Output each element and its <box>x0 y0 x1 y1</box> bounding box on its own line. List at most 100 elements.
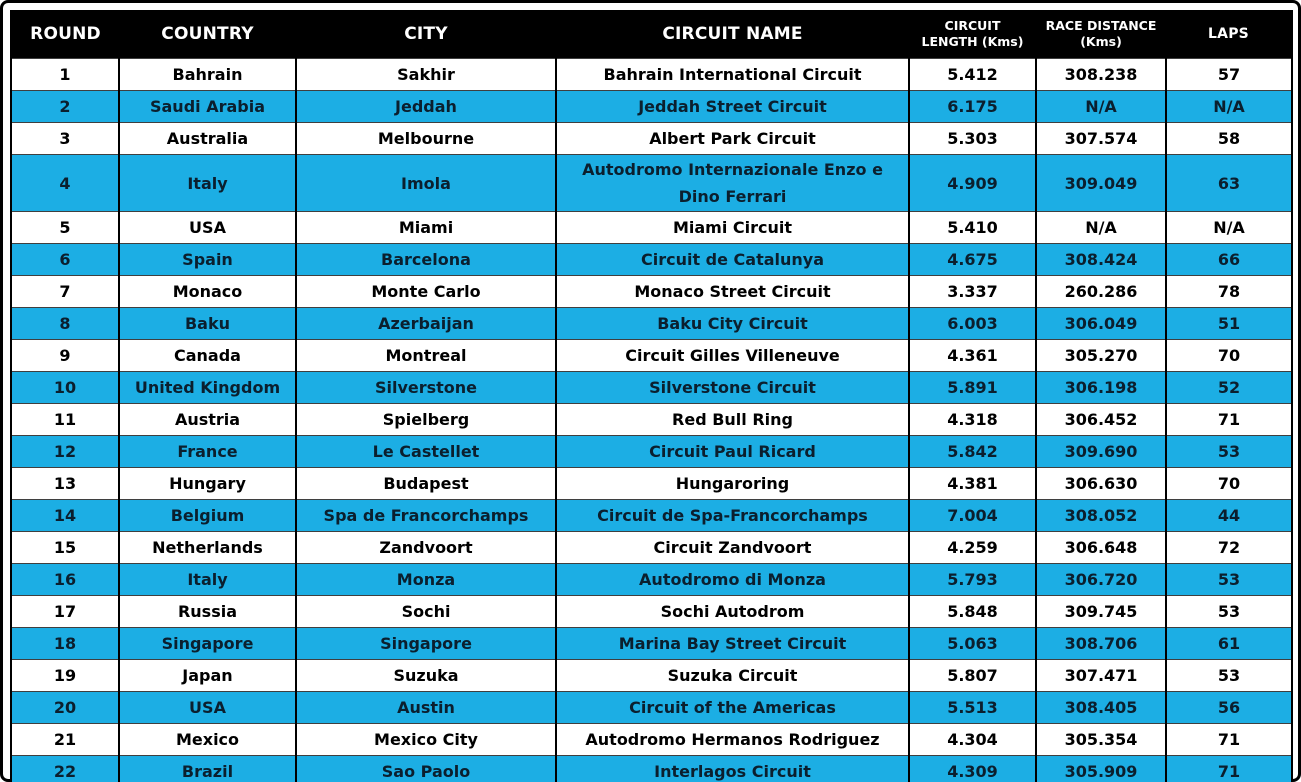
cell-country: Baku <box>118 307 297 340</box>
table-row: 21 Mexico Mexico City Autodromo Hermanos Ro… <box>10 723 1293 756</box>
cell-circuit: Miami Circuit <box>555 211 910 244</box>
cell-circuit: Suzuka Circuit <box>555 659 910 692</box>
cell-length: 7.004 <box>908 499 1037 532</box>
cell-city: Montreal <box>295 339 557 372</box>
table-row: 18 Singapore Singapore Marina Bay Street Ci… <box>10 627 1293 660</box>
cell-length: 4.259 <box>908 531 1037 564</box>
cell-country: Japan <box>118 659 297 692</box>
cell-round: 11 <box>10 403 120 436</box>
cell-round: 17 <box>10 595 120 628</box>
cell-round: 6 <box>10 243 120 276</box>
cell-round: 16 <box>10 563 120 596</box>
cell-circuit: Autodromo di Monza <box>555 563 910 596</box>
cell-city: Spa de Francorchamps <box>295 499 557 532</box>
cell-laps: 58 <box>1165 122 1293 155</box>
cell-round: 4 <box>10 154 120 212</box>
cell-length: 5.807 <box>908 659 1037 692</box>
cell-laps: 70 <box>1165 467 1293 500</box>
table-body: 1 Bahrain Sakhir Bahrain International Circ… <box>10 58 1293 782</box>
cell-country: France <box>118 435 297 468</box>
cell-laps: N/A <box>1165 211 1293 244</box>
cell-circuit: Circuit of the Americas <box>555 691 910 724</box>
cell-circuit: Circuit Gilles Villeneuve <box>555 339 910 372</box>
cell-length: 5.303 <box>908 122 1037 155</box>
table-header: ROUND COUNTRY CITY CIRCUIT NAME CIRCUIT LENG… <box>11 10 1292 59</box>
cell-laps: 53 <box>1165 659 1293 692</box>
cell-circuit: Baku City Circuit <box>555 307 910 340</box>
cell-laps: 78 <box>1165 275 1293 308</box>
cell-distance: 306.648 <box>1035 531 1167 564</box>
cell-length: 5.063 <box>908 627 1037 660</box>
cell-round: 8 <box>10 307 120 340</box>
cell-country: Austria <box>118 403 297 436</box>
cell-circuit: Albert Park Circuit <box>555 122 910 155</box>
table-row: 13 Hungary Budapest Hungaroring 4.381 306.630… <box>10 467 1293 500</box>
column-header-country: COUNTRY <box>119 10 296 59</box>
table-header-row: ROUND COUNTRY CITY CIRCUIT NAME CIRCUIT LENG… <box>11 10 1292 59</box>
cell-length: 6.003 <box>908 307 1037 340</box>
cell-circuit: Monaco Street Circuit <box>555 275 910 308</box>
cell-country: Brazil <box>118 755 297 782</box>
table-row: 17 Russia Sochi Sochi Autodrom 5.848 309.745 5… <box>10 595 1293 628</box>
cell-city: Monza <box>295 563 557 596</box>
cell-city: Spielberg <box>295 403 557 436</box>
cell-country: Bahrain <box>118 58 297 91</box>
cell-laps: 72 <box>1165 531 1293 564</box>
cell-round: 15 <box>10 531 120 564</box>
cell-distance: 306.452 <box>1035 403 1167 436</box>
cell-country: Canada <box>118 339 297 372</box>
table-row: 11 Austria Spielberg Red Bull Ring 4.318 306.… <box>10 403 1293 436</box>
cell-round: 21 <box>10 723 120 756</box>
cell-country: Italy <box>118 154 297 212</box>
cell-round: 2 <box>10 90 120 123</box>
table-row: 4 Italy Imola Autodromo Internazionale Enzo… <box>10 154 1293 212</box>
cell-distance: 308.405 <box>1035 691 1167 724</box>
cell-length: 5.842 <box>908 435 1037 468</box>
cell-length: 4.318 <box>908 403 1037 436</box>
cell-round: 19 <box>10 659 120 692</box>
cell-round: 9 <box>10 339 120 372</box>
circuits-table: ROUND COUNTRY CITY CIRCUIT NAME CIRCUIT LENG… <box>10 10 1293 782</box>
cell-city: Suzuka <box>295 659 557 692</box>
cell-laps: 71 <box>1165 723 1293 756</box>
cell-length: 4.909 <box>908 154 1037 212</box>
cell-city: Silverstone <box>295 371 557 404</box>
cell-city: Miami <box>295 211 557 244</box>
cell-circuit: Silverstone Circuit <box>555 371 910 404</box>
cell-city: Barcelona <box>295 243 557 276</box>
column-header-circuit: CIRCUIT NAME <box>556 10 909 59</box>
cell-country: Belgium <box>118 499 297 532</box>
column-header-city: CITY <box>296 10 556 59</box>
cell-city: Austin <box>295 691 557 724</box>
cell-laps: 63 <box>1165 154 1293 212</box>
table-row: 10 United Kingdom Silverstone Silverstone C… <box>10 371 1293 404</box>
column-header-distance: RACE DISTANCE (Kms) <box>1036 10 1166 59</box>
cell-distance: 307.574 <box>1035 122 1167 155</box>
cell-length: 4.304 <box>908 723 1037 756</box>
cell-laps: N/A <box>1165 90 1293 123</box>
cell-distance: 308.238 <box>1035 58 1167 91</box>
cell-city: Budapest <box>295 467 557 500</box>
table-row: 2 Saudi Arabia Jeddah Jeddah Street Circuit… <box>10 90 1293 123</box>
table-row: 19 Japan Suzuka Suzuka Circuit 5.807 307.471 5… <box>10 659 1293 692</box>
cell-distance: 309.745 <box>1035 595 1167 628</box>
cell-laps: 56 <box>1165 691 1293 724</box>
cell-laps: 57 <box>1165 58 1293 91</box>
cell-round: 13 <box>10 467 120 500</box>
cell-city: Le Castellet <box>295 435 557 468</box>
table-row: 7 Monaco Monte Carlo Monaco Street Circuit 3… <box>10 275 1293 308</box>
table-row: 14 Belgium Spa de Francorchamps Circuit de … <box>10 499 1293 532</box>
table-row: 1 Bahrain Sakhir Bahrain International Circ… <box>10 58 1293 91</box>
cell-laps: 66 <box>1165 243 1293 276</box>
cell-length: 5.891 <box>908 371 1037 404</box>
cell-length: 4.381 <box>908 467 1037 500</box>
cell-round: 22 <box>10 755 120 782</box>
cell-distance: 306.049 <box>1035 307 1167 340</box>
cell-laps: 51 <box>1165 307 1293 340</box>
cell-country: Singapore <box>118 627 297 660</box>
cell-circuit: Interlagos Circuit <box>555 755 910 782</box>
cell-city: Azerbaijan <box>295 307 557 340</box>
cell-distance: 308.052 <box>1035 499 1167 532</box>
cell-distance: 306.630 <box>1035 467 1167 500</box>
